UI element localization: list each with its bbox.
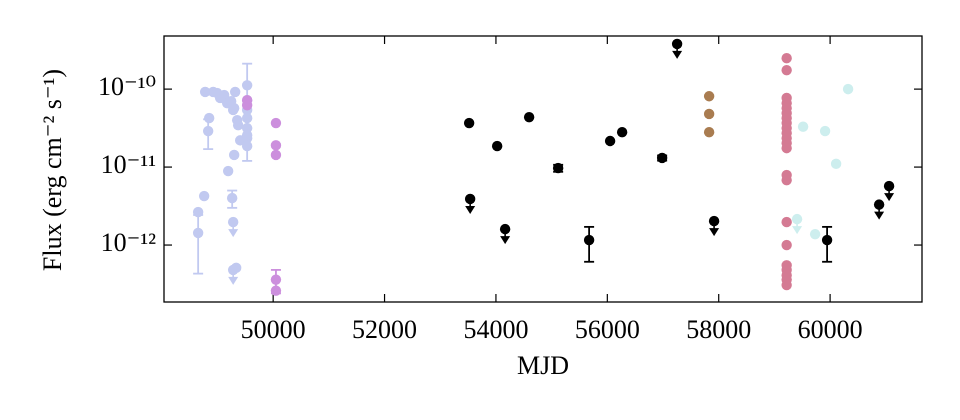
data-point — [203, 112, 215, 124]
upper-limit-arrow — [228, 229, 239, 238]
data-point — [270, 285, 282, 296]
data-point — [797, 121, 809, 132]
x-tick-label: 58000 — [686, 315, 751, 344]
data-point — [218, 89, 230, 101]
data-point — [227, 264, 239, 276]
x-tick-label: 52000 — [352, 315, 417, 344]
data-point — [241, 140, 253, 152]
x-tick-label: 50000 — [241, 315, 306, 344]
upper-limit-arrow — [465, 205, 476, 214]
y-tick-label: 10⁻¹¹ — [101, 150, 156, 179]
data-point — [703, 91, 715, 102]
data-point — [202, 125, 214, 137]
data-point — [791, 213, 803, 225]
data-point — [830, 158, 842, 170]
upper-limit-arrow — [792, 226, 803, 235]
data-point — [464, 193, 476, 205]
data-point — [781, 239, 792, 251]
data-point — [463, 117, 475, 129]
data-point — [270, 149, 282, 161]
x-tick-label: 54000 — [463, 315, 528, 344]
data-point — [809, 228, 821, 240]
data-point — [671, 38, 683, 50]
data-point — [270, 117, 282, 129]
data-point — [781, 53, 792, 64]
data-point — [819, 125, 831, 137]
data-point — [241, 80, 253, 91]
upper-limit-arrow — [884, 193, 895, 202]
data-point — [708, 215, 720, 227]
data-point — [222, 165, 234, 177]
data-point — [604, 135, 616, 147]
x-tick-label: 56000 — [575, 315, 640, 344]
data-point — [228, 102, 240, 114]
data-point — [229, 86, 241, 98]
data-point — [499, 223, 511, 235]
data-point — [523, 111, 535, 123]
data-point — [656, 152, 668, 164]
data-point — [873, 199, 885, 210]
data-point — [226, 192, 238, 204]
upper-limit-arrow — [874, 211, 885, 220]
upper-limit-arrow — [500, 236, 511, 245]
data-point — [703, 127, 715, 138]
plot-frame — [163, 35, 923, 303]
data-point — [703, 108, 715, 120]
data-point — [781, 174, 792, 186]
data-point — [241, 100, 253, 111]
y-axis-label: Flux (erg cm⁻² s⁻¹) — [38, 69, 67, 271]
data-point — [232, 119, 244, 131]
data-point — [491, 140, 503, 152]
data-point — [552, 162, 564, 174]
x-axis-label: MJD — [517, 351, 569, 380]
data-point — [781, 142, 792, 154]
y-tick-label: 10⁻¹² — [101, 228, 157, 257]
data-point — [198, 190, 210, 202]
data-point — [883, 180, 895, 192]
data-point — [616, 127, 628, 138]
x-tick-label: 60000 — [798, 315, 863, 344]
upper-limit-arrow — [228, 276, 239, 285]
data-point — [241, 129, 253, 141]
data-point — [270, 274, 282, 285]
data-point — [821, 234, 833, 246]
data-point — [228, 149, 240, 161]
upper-limit-arrow — [672, 50, 683, 59]
data-point — [842, 83, 854, 95]
data-point — [227, 216, 239, 228]
data-point — [781, 279, 792, 291]
data-point — [192, 227, 204, 239]
data-point — [781, 64, 792, 76]
y-tick-label: 10⁻¹⁰ — [98, 72, 156, 101]
data-point — [583, 234, 595, 246]
data-point — [270, 140, 282, 151]
upper-limit-arrow — [709, 228, 720, 237]
data-point — [199, 86, 211, 98]
data-point — [241, 112, 253, 124]
data-point — [781, 216, 792, 228]
